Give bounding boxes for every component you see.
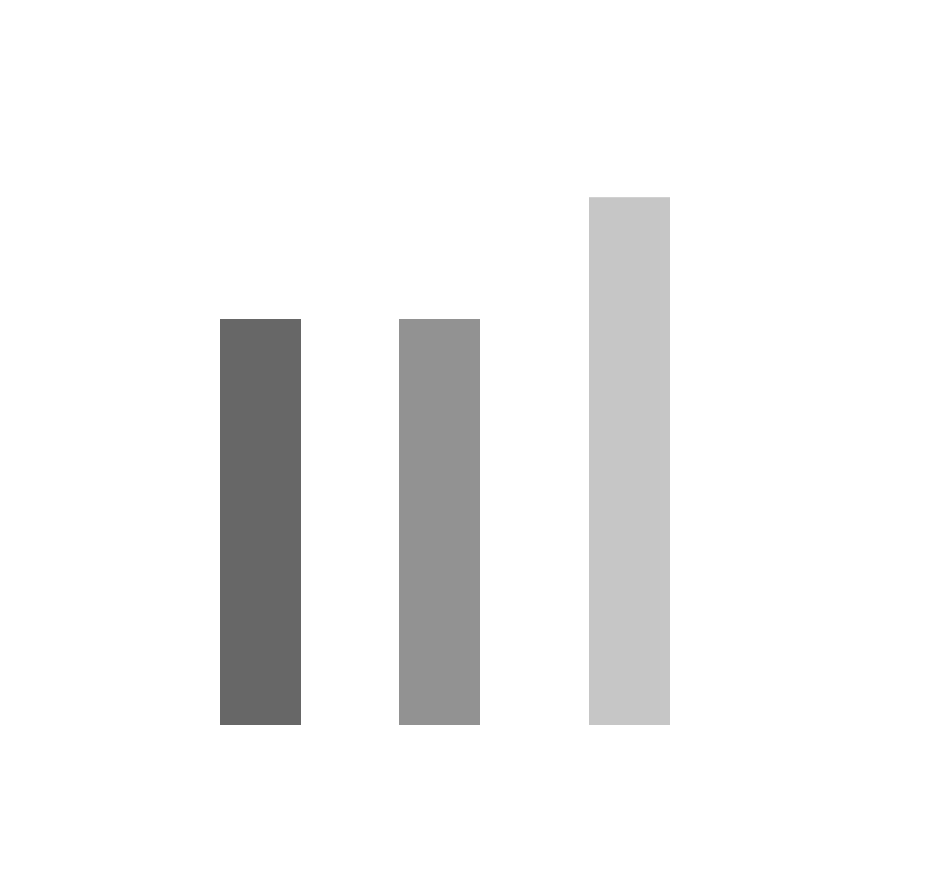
bar-3 <box>589 197 670 725</box>
bar-group <box>220 197 670 725</box>
bar-1 <box>220 319 301 725</box>
bar-2 <box>399 319 480 725</box>
